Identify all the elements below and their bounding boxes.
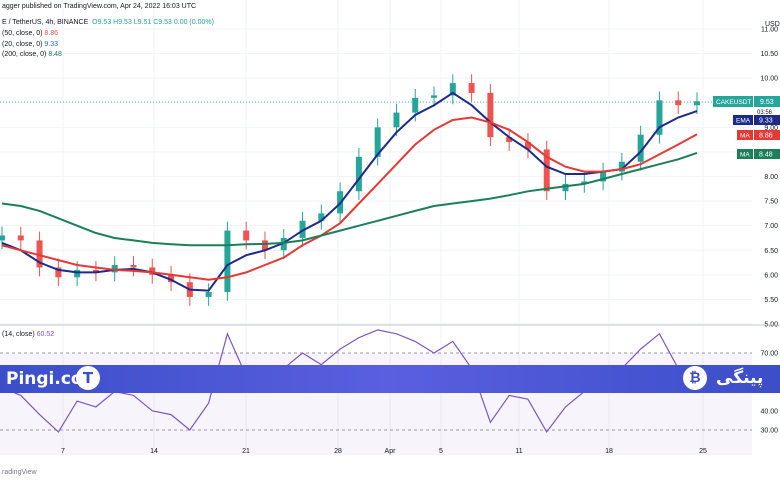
rsi-legend: (14, close) 60.52 (2, 331, 55, 338)
time-tick-label: 21 (242, 448, 250, 455)
price-tick-label: 5.50 (764, 297, 778, 304)
ma200-line (1, 151, 698, 247)
ma50-tag-value: 8.86 (759, 133, 773, 140)
candle-body (130, 265, 137, 268)
price-tick-label: 6.50 (764, 248, 778, 255)
tether-icon: T (76, 366, 100, 390)
candle-body (637, 134, 644, 162)
candle-body (55, 267, 62, 278)
candle-body (17, 235, 24, 241)
time-tick-label: 5 (439, 448, 443, 455)
candle-body (600, 171, 607, 182)
time-tick-label: 14 (150, 448, 158, 455)
price-tags: CAKEUSDT 9.53 03:56 EMA 9.33 MA 8.86 MA … (713, 96, 780, 159)
last-price-tag: 9.53 (760, 99, 774, 106)
candle-body (618, 161, 625, 172)
symbol-name: E / TetherUS, 4h, BINANCE (2, 19, 89, 26)
candle-body (656, 100, 663, 135)
candle-body (74, 269, 81, 278)
ema20-legend: (20, close, 0) 9.33 (2, 41, 59, 48)
candle-body (0, 235, 5, 241)
candle-body (431, 95, 438, 98)
time-tick-label: 28 (334, 448, 342, 455)
time-tick-label: Apr (385, 448, 397, 455)
candle-body (694, 101, 700, 106)
candle-body (261, 240, 268, 251)
candle-body (581, 181, 588, 184)
countdown-tag: 03:56 (757, 110, 773, 116)
candle-body (355, 156, 362, 192)
ma50-legend: (50, close, 0) 8.86 (2, 30, 59, 37)
price-tick-label: 8.00 (764, 174, 778, 181)
ma50-tag-name: MA (740, 133, 750, 140)
candle-body (506, 137, 513, 143)
price-tick-label: 7.00 (764, 223, 778, 230)
candle-body (149, 267, 156, 275)
candle-body (111, 265, 118, 273)
candle-body (468, 83, 475, 93)
ma200-tag-name: MA (740, 152, 750, 159)
currency-label: USD (765, 21, 780, 28)
candle-body (92, 269, 99, 273)
candle-body (280, 237, 287, 251)
price-tick-label: 10.00 (760, 76, 778, 83)
candle-body (543, 149, 550, 192)
candle-body (205, 292, 212, 297)
symbol-line: E / TetherUS, 4h, BINANCE O9.53 H9.53 L9… (2, 19, 214, 26)
candle-body (412, 97, 419, 113)
published-line: agger published on TradingView.com, Apr … (2, 3, 197, 10)
candle-body (393, 112, 400, 128)
rsi-axis: 70.00 40.00 30.00 (760, 351, 778, 435)
candle-body (487, 92, 494, 138)
watermark-banner (0, 365, 780, 393)
rsi-tick-label: 70.00 (760, 351, 778, 358)
candle-body (562, 183, 569, 192)
candle-body (224, 230, 231, 293)
ohlc-values: O9.53 H9.53 L9.51 C9.53 0.00 (0.00%) (92, 19, 214, 26)
ma50-line (1, 116, 698, 281)
price-tick-label: 6.00 (764, 272, 778, 279)
price-tick-label: 7.50 (764, 199, 778, 206)
price-axis: 11.0010.5010.009.509.008.508.007.507.006… (760, 27, 778, 329)
candle-body (36, 240, 43, 268)
rsi-tick-label: 30.00 (760, 428, 778, 435)
candle-body (675, 100, 682, 106)
brand-logo-text: Pingi.co (6, 369, 83, 389)
time-tick-label: 25 (699, 448, 707, 455)
ema-tag-value: 9.33 (759, 118, 773, 125)
indicator-lines (1, 91, 698, 292)
time-tick-label: 18 (605, 448, 613, 455)
candle-body (318, 213, 325, 221)
time-tick-label: 7 (61, 448, 65, 455)
candle-body (374, 127, 381, 157)
candle-body (168, 274, 175, 283)
ma200-tag-value: 8.48 (759, 152, 773, 159)
price-tick-label: 11.00 (761, 27, 778, 34)
symbol-tag: CAKEUSDT (716, 99, 751, 106)
price-tick-label: 10.50 (760, 51, 778, 58)
tradingview-credit: radingView (2, 469, 37, 476)
candle-body (449, 83, 456, 96)
bitcoin-icon: ₿ (683, 366, 707, 390)
ma200-legend: (200, close, 0) 8.48 (2, 51, 62, 58)
candle-body (243, 230, 250, 241)
candle-body (299, 220, 306, 238)
candle-body (524, 142, 531, 150)
price-tick-label: 9.00 (764, 125, 778, 132)
brand-logo-persian: پینگی (716, 368, 764, 388)
time-axis: 7 14 21 28 Apr 5 11 18 25 (61, 448, 707, 455)
rsi-tick-label: 40.00 (760, 408, 778, 415)
ema-tag-name: EMA (736, 118, 751, 125)
time-tick-label: 11 (515, 448, 522, 455)
